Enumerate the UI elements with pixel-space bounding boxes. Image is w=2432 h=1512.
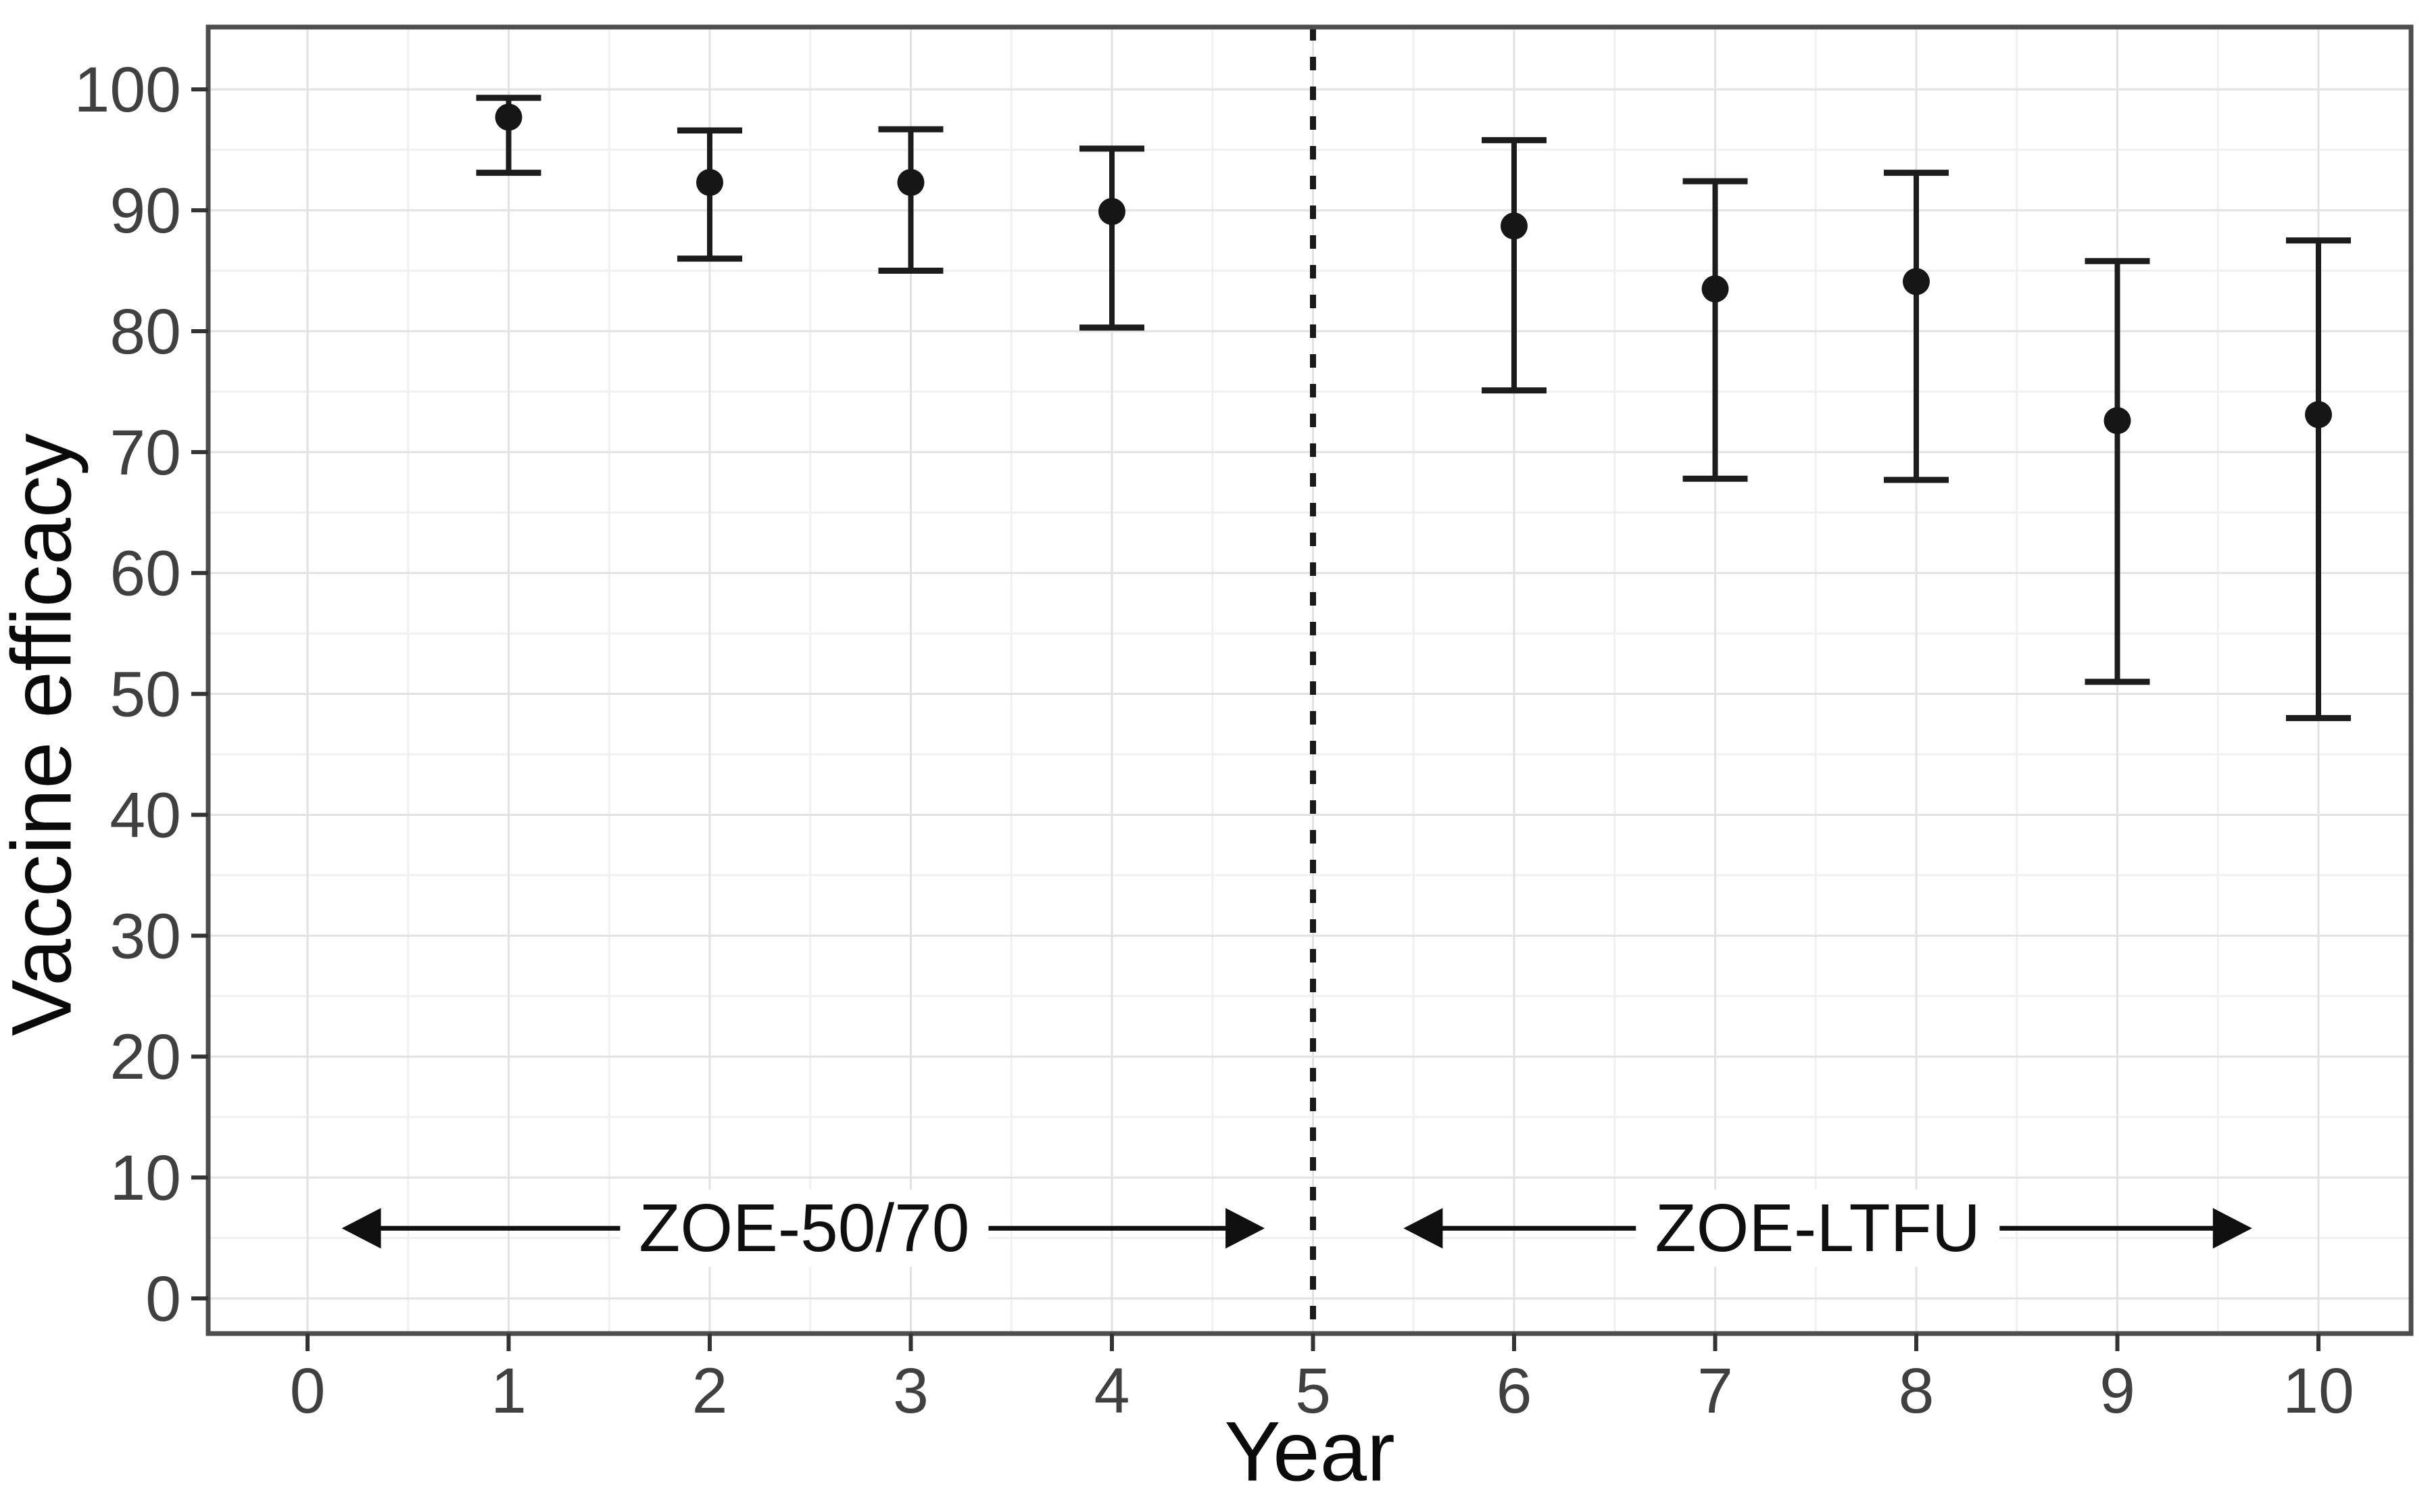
y-tick-label: 20 bbox=[110, 1021, 181, 1093]
x-tick-label: 1 bbox=[491, 1355, 527, 1427]
arrowhead bbox=[341, 1208, 381, 1249]
error-bar-year-2 bbox=[677, 127, 742, 262]
y-tick-label: 100 bbox=[74, 54, 181, 126]
error-bar-year-3 bbox=[878, 126, 944, 274]
annotation-label-zoe-ltfu: ZOE-LTFU bbox=[1636, 1190, 1999, 1267]
y-axis-title: Vaccine efficacy bbox=[0, 433, 89, 1036]
x-tick-label: 0 bbox=[290, 1355, 326, 1427]
gridlines-major bbox=[208, 27, 2411, 1334]
series-vaccine-efficacy bbox=[476, 95, 2351, 721]
annotation-arrows-1 bbox=[1403, 1208, 2252, 1249]
error-bar-year-1 bbox=[476, 95, 541, 176]
point-dot bbox=[897, 168, 925, 196]
error-bar-year-4 bbox=[1079, 145, 1144, 331]
error-bar-year-7 bbox=[1682, 178, 1748, 482]
y-tick-label: 90 bbox=[110, 175, 181, 247]
arrowhead bbox=[1225, 1208, 1265, 1249]
error-bar-year-10 bbox=[2286, 237, 2351, 721]
y-tick-label: 0 bbox=[145, 1263, 181, 1335]
point-dot bbox=[1903, 268, 1930, 295]
error-bar-year-6 bbox=[1482, 137, 1547, 394]
x-tick-label: 4 bbox=[1094, 1355, 1130, 1427]
y-tick-label: 70 bbox=[110, 417, 181, 489]
error-bar-year-8 bbox=[1884, 170, 1949, 483]
x-tick-label: 8 bbox=[1899, 1355, 1935, 1427]
annotation-arrows-0 bbox=[341, 1208, 1265, 1249]
y-axis: 0 10 20 30 40 50 60 70 80 90 100 bbox=[74, 54, 208, 1335]
x-tick-label: 2 bbox=[692, 1355, 728, 1427]
point-dot bbox=[1701, 275, 1729, 303]
x-tick-label: 7 bbox=[1697, 1355, 1733, 1427]
x-tick-label: 10 bbox=[2283, 1355, 2354, 1427]
point-dot bbox=[1098, 197, 1125, 225]
y-tick-label: 30 bbox=[110, 900, 181, 972]
x-tick-label: 6 bbox=[1497, 1355, 1532, 1427]
y-tick-label: 50 bbox=[110, 659, 181, 731]
annotation-label-zoe-50-70: ZOE-50/70 bbox=[620, 1190, 989, 1267]
y-tick-label: 40 bbox=[110, 779, 181, 851]
point-dot bbox=[495, 103, 522, 131]
point-dot bbox=[2103, 407, 2131, 435]
x-axis-title: Year bbox=[1224, 1405, 1395, 1499]
x-axis: 0 1 2 3 4 5 6 7 8 9 10 bbox=[290, 1334, 2354, 1427]
x-tick-label: 9 bbox=[2099, 1355, 2135, 1427]
error-bar-year-9 bbox=[2085, 258, 2150, 685]
point-dot bbox=[1501, 212, 1528, 240]
arrowhead bbox=[1403, 1208, 1443, 1249]
arrowhead bbox=[2212, 1208, 2252, 1249]
y-tick-label: 60 bbox=[110, 538, 181, 610]
panel-border bbox=[205, 24, 2414, 1336]
x-tick-label: 5 bbox=[1295, 1355, 1331, 1427]
y-tick-label: 10 bbox=[110, 1142, 181, 1214]
x-tick-label: 3 bbox=[893, 1355, 929, 1427]
gridlines-minor bbox=[208, 27, 2411, 1334]
y-tick-label: 80 bbox=[110, 296, 181, 368]
point-dot bbox=[2305, 401, 2332, 429]
point-dot bbox=[696, 168, 723, 196]
